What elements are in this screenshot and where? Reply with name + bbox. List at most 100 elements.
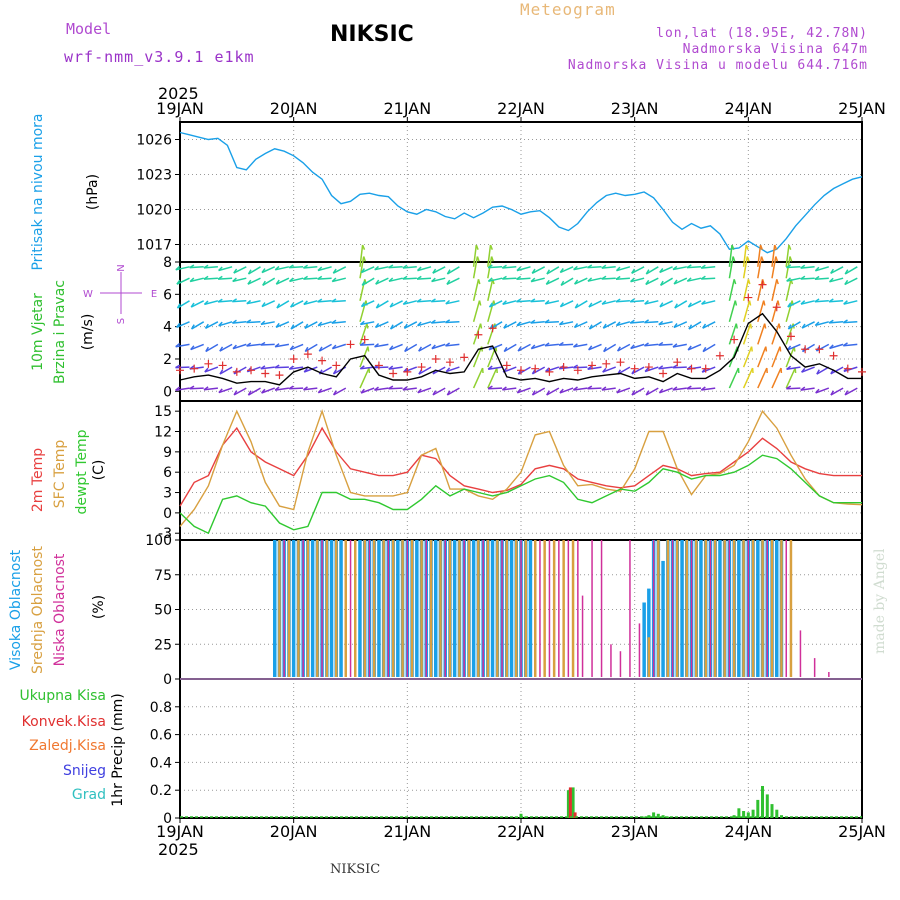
- high-cloud-bar: [310, 540, 315, 677]
- wind-arrow-head: [673, 323, 678, 328]
- wind-arrow-head: [402, 264, 408, 269]
- wind-arrow: [517, 387, 531, 394]
- wind-arrow: [829, 343, 844, 350]
- compass-south: S: [116, 318, 127, 324]
- x-tick-label-top: 20JAN: [270, 99, 318, 118]
- wind-arrow: [573, 266, 588, 271]
- wind-arrow: [359, 300, 367, 323]
- wind-arrow-head: [842, 319, 848, 324]
- low-cloud-bar: [619, 651, 622, 677]
- wind-arrow-head: [759, 244, 764, 250]
- high-cloud-bar: [471, 540, 476, 677]
- wind-arrow: [232, 277, 247, 283]
- gust-marker: [502, 361, 511, 370]
- total-precip-bar: [661, 815, 665, 818]
- wind-arrow-head: [573, 343, 578, 348]
- total-precip-bar: [647, 815, 651, 818]
- wind-arrow-head: [786, 264, 792, 269]
- wind-arrow-head: [734, 300, 738, 306]
- wind-arrow: [360, 366, 375, 370]
- gust-marker: [431, 354, 440, 363]
- wind-arrow-head: [232, 344, 237, 350]
- wind-arrow-head: [317, 266, 323, 272]
- wind-arrow: [728, 256, 734, 279]
- total-precip-bar: [656, 813, 660, 818]
- gust-marker: [758, 280, 767, 289]
- wind-arrow-head: [276, 303, 281, 309]
- wind-arrow: [532, 366, 546, 375]
- wind-arrow: [516, 300, 531, 303]
- wind-arrow: [771, 323, 780, 345]
- wind-arrow-head: [430, 319, 436, 324]
- wind-arrow: [644, 300, 659, 305]
- wind-arrow: [274, 366, 289, 369]
- wind-arrow-head: [317, 275, 323, 280]
- wind-arrow-head: [416, 266, 422, 272]
- wind-arrow-head: [588, 324, 593, 330]
- wind-arrow-head: [175, 386, 181, 391]
- wind-arrow: [289, 343, 304, 351]
- wind-arrow: [488, 277, 503, 283]
- wind-arrow: [332, 343, 347, 350]
- wind-arrow-head: [629, 298, 635, 303]
- wind-arrow: [218, 321, 233, 327]
- gust-marker: [659, 369, 668, 378]
- high-cloud-bar: [718, 540, 722, 677]
- wind-arrow: [815, 321, 829, 327]
- wind-arrow-head: [247, 390, 252, 396]
- wind-arrow-head: [829, 344, 834, 349]
- wind-arrow: [843, 343, 858, 347]
- wind-arrow-head: [531, 268, 536, 274]
- high-cloud-bar: [509, 540, 514, 677]
- wind-arrow: [304, 321, 318, 329]
- wind-arrow-head: [232, 277, 237, 282]
- wind-arrow-head: [416, 275, 422, 280]
- wind-arrow-head: [432, 268, 437, 274]
- wind-arrow: [177, 300, 190, 309]
- wind-arrow-head: [360, 302, 366, 308]
- total-precip-bar: [732, 815, 736, 818]
- wind-arrow-head: [488, 302, 494, 308]
- wind-arrow: [829, 300, 844, 303]
- mid-cloud-bar: [505, 540, 508, 677]
- wind-arrow: [801, 321, 815, 329]
- wind-arrow: [189, 277, 204, 283]
- wind-arrow-head: [302, 275, 309, 280]
- wind-arrow: [431, 343, 446, 350]
- wind-arrow: [645, 387, 659, 396]
- wind-arrow-head: [816, 369, 820, 375]
- gust-marker: [630, 364, 639, 373]
- wind-arrow-head: [288, 365, 294, 370]
- wind-arrow: [673, 277, 688, 285]
- wind-arrow: [388, 366, 403, 370]
- wind-arrow-head: [361, 280, 366, 286]
- wind-arrow: [418, 343, 432, 352]
- mid-cloud-bar: [534, 540, 537, 677]
- wind-arrow: [588, 300, 602, 308]
- wind-arrow: [631, 266, 645, 274]
- wind-arrow-head: [445, 342, 451, 347]
- model-elevation-label: Nadmorska Visina u modelu 644.716m: [567, 58, 868, 73]
- wind-arrow: [771, 346, 781, 368]
- wind-arrow: [757, 346, 767, 368]
- wind-arrow-head: [503, 323, 508, 329]
- wind-unit-label: (m/s): [80, 314, 96, 351]
- wind-arrow: [587, 387, 602, 390]
- wind-arrow-head: [700, 386, 706, 391]
- wind-arrow: [289, 266, 304, 269]
- wind-arrow-head: [317, 388, 323, 394]
- wind-arrow: [687, 343, 702, 351]
- wind-arrow: [757, 367, 768, 389]
- wind-arrow: [260, 343, 275, 346]
- total-precip-bar: [571, 787, 575, 818]
- wind-arrow: [417, 387, 432, 394]
- low-cloud-bar: [610, 644, 612, 678]
- wind-arrow-head: [603, 346, 607, 352]
- wind-axis-label-1: 10m Vjetar: [30, 293, 46, 371]
- high-cloud-bar: [737, 540, 741, 677]
- x-tick-label-bottom: 24JAN: [724, 822, 772, 841]
- wind-arrow: [204, 366, 219, 373]
- wind-arrow-head: [502, 300, 507, 305]
- wind-arrow-head: [658, 388, 664, 394]
- mid-cloud-bar: [401, 540, 404, 677]
